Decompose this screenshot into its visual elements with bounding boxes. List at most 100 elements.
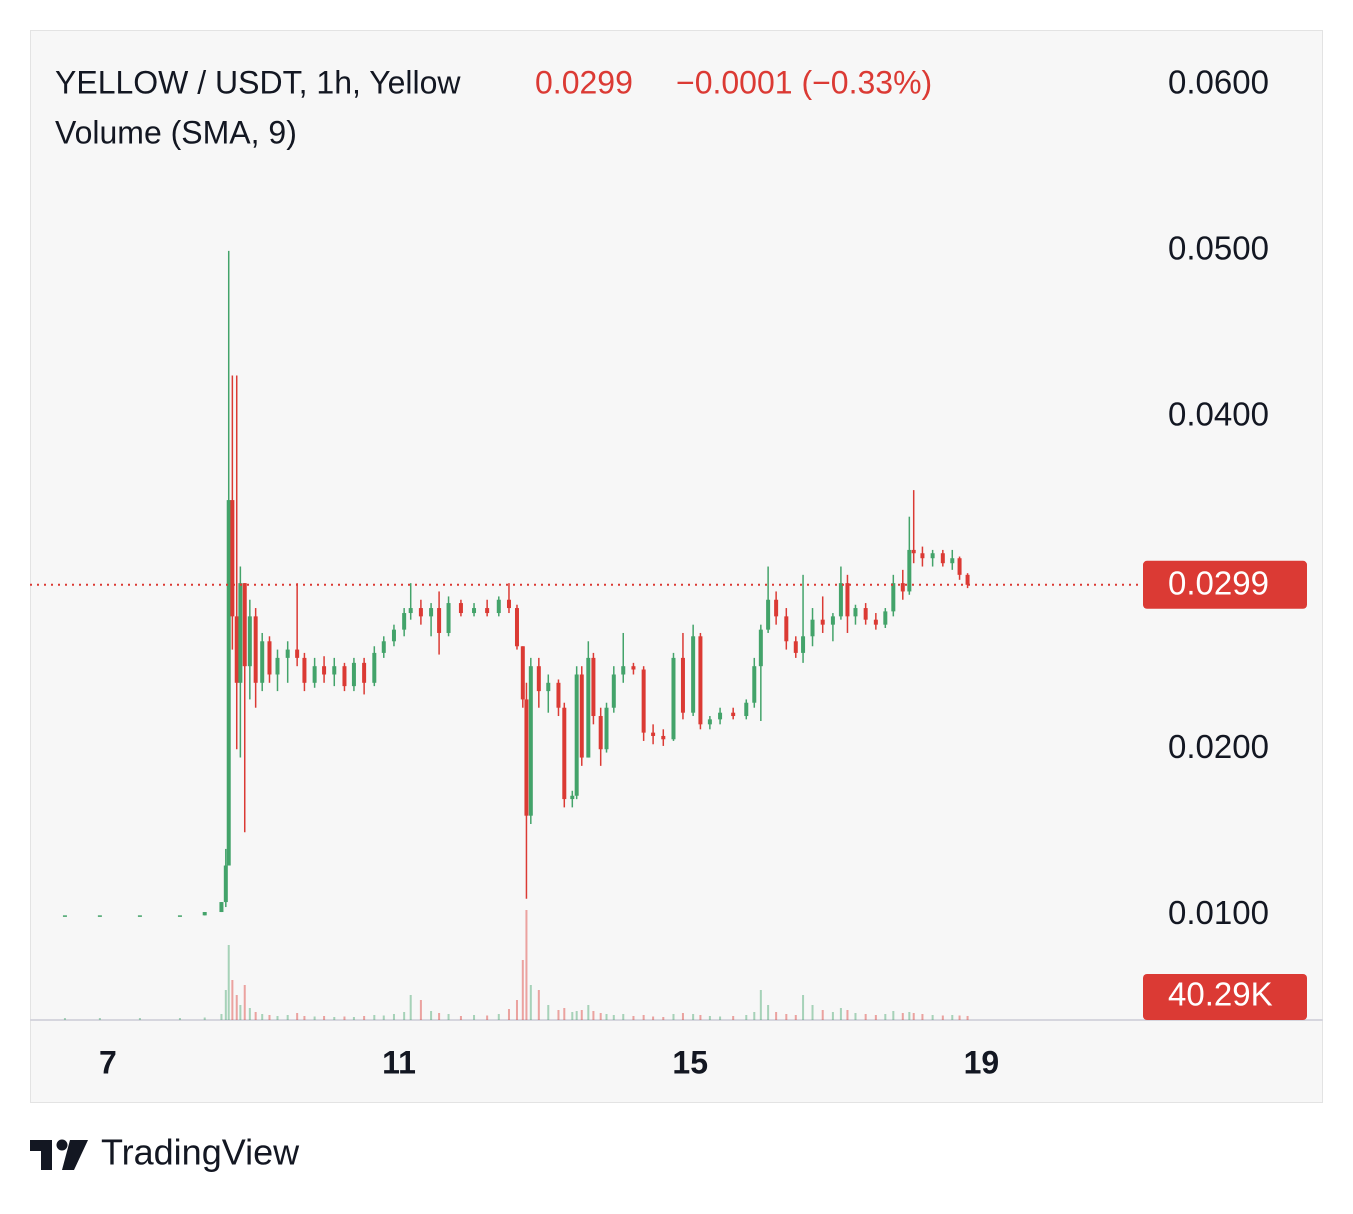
volume-bar — [719, 1016, 722, 1020]
volume-bar — [958, 1015, 961, 1020]
candle-body — [429, 608, 434, 617]
candle-body — [472, 608, 477, 614]
volume-bar — [908, 1012, 911, 1020]
candle-body — [437, 608, 442, 633]
candle-body — [514, 608, 519, 647]
candle-body — [574, 674, 579, 796]
candle-body — [591, 657, 596, 717]
candle-body — [458, 603, 463, 614]
candle-body — [820, 619, 825, 625]
candle-body — [528, 666, 533, 816]
candle-body — [247, 616, 252, 667]
volume-bar — [203, 1017, 206, 1020]
volume-bar — [419, 1000, 422, 1020]
candle-body — [911, 549, 916, 554]
volume-bar — [854, 1013, 857, 1020]
volume-bar — [227, 945, 230, 1020]
candle-body — [391, 629, 396, 642]
candle-body — [965, 574, 970, 585]
volume-bar — [580, 1010, 583, 1020]
x-tick-label: 11 — [382, 1044, 416, 1080]
candle-body — [253, 616, 258, 683]
volume-bar — [821, 1010, 824, 1020]
volume-bar — [846, 1010, 849, 1020]
candle-body — [342, 666, 347, 687]
y-tick-label: 0.0200 — [1168, 728, 1269, 765]
volume-bar — [966, 1015, 969, 1020]
candle-body — [784, 616, 789, 642]
y-tick-label: 0.0400 — [1168, 396, 1269, 433]
volume-bar — [571, 1012, 574, 1020]
volume-bar — [662, 1017, 665, 1020]
volume-bar — [235, 995, 238, 1020]
volume-bar — [587, 1005, 590, 1020]
candle-body — [830, 616, 835, 625]
volume-bar — [547, 1005, 550, 1020]
logo-mark — [30, 1140, 52, 1170]
candle-body — [680, 657, 685, 713]
candle-body — [362, 662, 367, 683]
candle-body — [801, 636, 806, 653]
volume-bar — [459, 1016, 462, 1020]
volume-bar — [708, 1016, 711, 1020]
volume-bar — [409, 995, 412, 1020]
volume-bar — [352, 1017, 355, 1020]
candle-body — [853, 608, 858, 617]
volume-bar — [592, 1011, 595, 1020]
volume-bar — [382, 1015, 385, 1020]
logo — [30, 1139, 88, 1170]
volume-bar — [575, 1011, 578, 1020]
candle-body — [845, 583, 850, 617]
volume-bar — [473, 1015, 476, 1020]
volume-bar — [323, 1016, 326, 1020]
volume-bar — [732, 1016, 735, 1020]
volume-bar — [515, 1000, 518, 1020]
candle-body — [267, 641, 272, 675]
volume-bar — [248, 1008, 251, 1020]
volume-bar — [931, 1015, 934, 1020]
volume-bar — [313, 1016, 316, 1020]
volume-bar — [178, 1018, 181, 1020]
price-change: −0.0001 (−0.33%) — [676, 64, 932, 100]
volume-bar — [438, 1013, 441, 1020]
candle-body — [485, 608, 490, 614]
volume-bar — [243, 985, 246, 1020]
candle-body — [506, 599, 511, 609]
candle-body — [562, 707, 567, 800]
candle-body — [752, 666, 757, 703]
volume-bar — [261, 1014, 264, 1020]
candle-body — [332, 666, 337, 675]
candle-body — [930, 553, 935, 559]
volume-bar — [874, 1015, 877, 1020]
volume-bar — [296, 1013, 299, 1020]
volume-bar — [98, 1018, 101, 1020]
volume-bar — [632, 1016, 635, 1020]
volume-bar — [901, 1013, 904, 1020]
candle-body — [641, 669, 646, 733]
volume-bar — [403, 1012, 406, 1020]
candle-body — [810, 619, 815, 637]
volume-bar — [699, 1015, 702, 1020]
candle-body — [230, 500, 235, 617]
volume-bar — [692, 1014, 695, 1020]
candle-body — [381, 641, 386, 653]
volume-bar — [831, 1012, 834, 1020]
candle-body — [62, 915, 67, 917]
volume-bar — [612, 1015, 615, 1020]
volume-bar — [622, 1014, 625, 1020]
candle-body — [202, 912, 207, 916]
candle-body — [744, 702, 749, 717]
volume-bar — [753, 1012, 756, 1020]
candle-body — [940, 553, 945, 564]
candle-body — [177, 915, 182, 917]
candle-body — [242, 583, 247, 667]
volume-bar — [839, 1008, 842, 1020]
candle-body — [295, 649, 300, 658]
candle-body — [774, 599, 779, 617]
candle-body — [402, 613, 407, 630]
volume-bar — [333, 1017, 336, 1020]
candle-body — [97, 915, 102, 917]
volume-bar — [138, 1018, 141, 1020]
volume-bar — [892, 1011, 895, 1020]
volume-bar — [303, 1016, 306, 1020]
